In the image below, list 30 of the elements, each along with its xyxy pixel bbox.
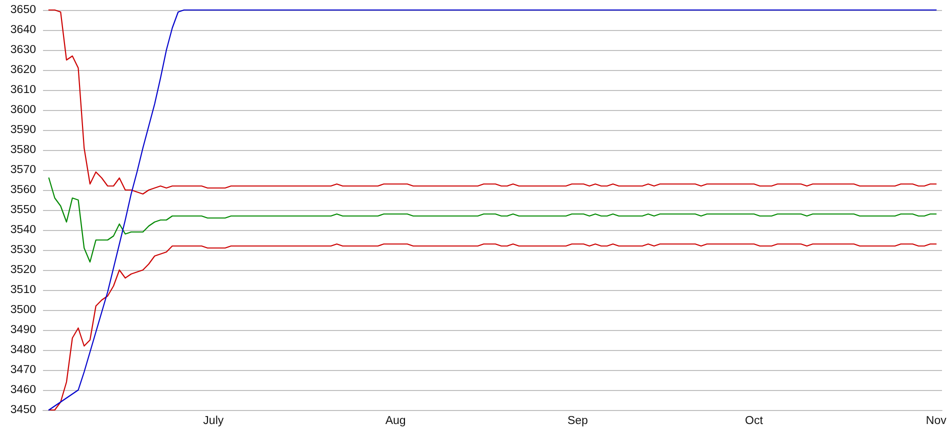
y-tick-label: 3510: [10, 284, 36, 296]
y-tick-label: 3600: [10, 104, 36, 116]
y-tick-label: 3490: [10, 324, 36, 336]
y-tick-label: 3590: [10, 124, 36, 136]
line-series: [48, 9, 937, 411]
y-tick-label: 3560: [10, 184, 36, 196]
y-tick-label: 3480: [10, 344, 36, 356]
y-tick-label: 3500: [10, 304, 36, 316]
y-tick-label: 3550: [10, 204, 36, 216]
y-tick-label: 3540: [10, 224, 36, 236]
y-tick-label: 3470: [10, 364, 36, 376]
y-tick-label: 3630: [10, 44, 36, 56]
y-tick-label: 3640: [10, 24, 36, 36]
line-series: [48, 9, 937, 195]
y-tick-label: 3450: [10, 404, 36, 416]
y-tick-label: 3580: [10, 144, 36, 156]
x-tick-label: Aug: [385, 415, 406, 427]
y-tick-label: 3520: [10, 264, 36, 276]
x-tick-label: Nov: [926, 415, 947, 427]
y-tick-label: 3620: [10, 64, 36, 76]
line-series: [48, 243, 937, 411]
y-tick-label: 3610: [10, 84, 36, 96]
x-tick-label: Sep: [567, 415, 588, 427]
y-tick-label: 3650: [10, 4, 36, 16]
x-tick-label: July: [203, 415, 224, 427]
y-tick-label: 3570: [10, 164, 36, 176]
x-tick-label: Oct: [745, 415, 764, 427]
line-series: [48, 177, 937, 263]
y-tick-label: 3530: [10, 244, 36, 256]
y-tick-label: 3460: [10, 384, 36, 396]
